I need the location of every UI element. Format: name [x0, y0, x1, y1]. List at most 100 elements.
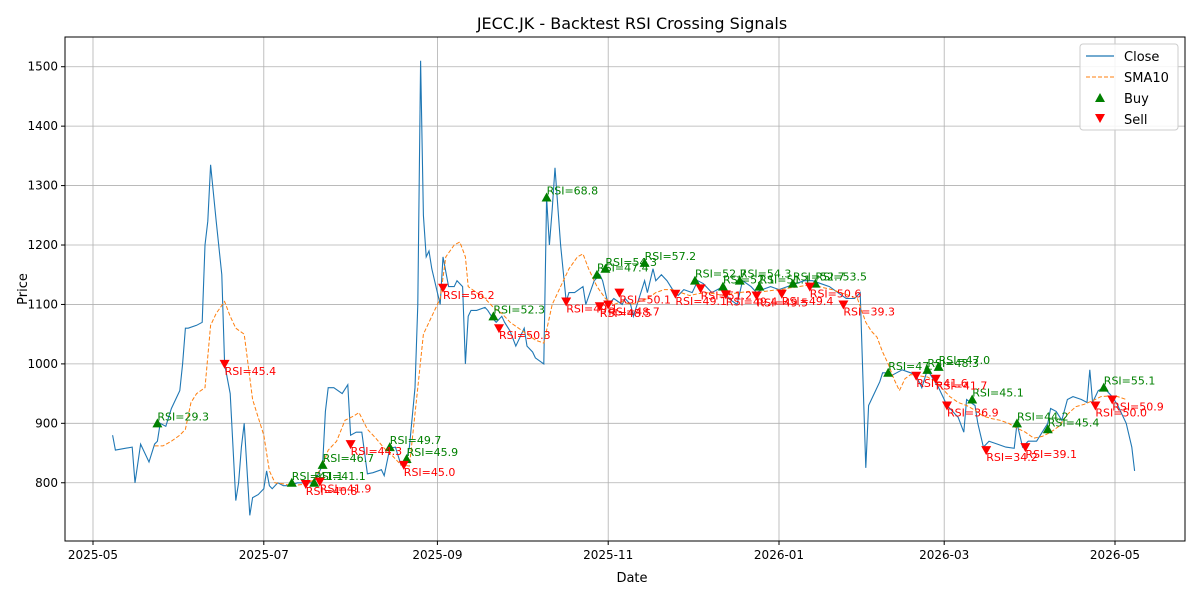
x-axis-label: Date	[616, 571, 647, 586]
sell-rsi-label: RSI=49.4	[782, 295, 834, 308]
sell-marker	[804, 282, 815, 292]
sell-marker	[314, 477, 325, 487]
x-tick-label: 2025-05	[68, 548, 118, 562]
buy-rsi-label: RSI=46.7	[323, 452, 375, 465]
buy-marker	[401, 453, 412, 463]
legend: Close SMA10 Buy Sell	[1079, 43, 1179, 131]
buy-rsi-label: RSI=29.3	[157, 410, 209, 423]
buy-rsi-label: RSI=53.5	[815, 271, 867, 284]
sell-marker	[561, 297, 572, 307]
x-tick-label: 2025-09	[412, 548, 462, 562]
sell-rsi-label: RSI=50.9	[1112, 401, 1164, 414]
y-tick-label: 1100	[27, 297, 58, 311]
sell-rsi-label: RSI=41.7	[936, 380, 988, 393]
sell-rsi-label: RSI=39.1	[1025, 448, 1077, 461]
buy-rsi-label: RSI=45.4	[1048, 416, 1100, 429]
sell-marker	[438, 283, 448, 293]
y-tick-label: 1200	[27, 238, 58, 252]
buy-marker	[152, 418, 163, 428]
sell-marker	[838, 300, 849, 310]
sell-rsi-label: RSI=49.1	[675, 295, 727, 308]
sell-rsi-label: RSI=45.0	[404, 466, 456, 479]
buy-rsi-label: RSI=55.1	[1104, 375, 1156, 388]
buy-marker	[1098, 382, 1109, 392]
buy-marker	[1042, 424, 1053, 434]
buy-rsi-label: RSI=54.3	[740, 268, 792, 281]
buy-rsi-label: RSI=41.1	[292, 470, 344, 483]
y-tick-label: 1400	[27, 119, 58, 133]
sell-rsi-label: RSI=48.7	[608, 305, 660, 318]
sell-rsi-label: RSI=39.3	[843, 305, 895, 318]
plot-frame	[64, 36, 1186, 542]
buy-marker	[967, 394, 978, 404]
y-tick-label: 1000	[27, 357, 58, 371]
buy-rsi-label: RSI=52.7	[695, 268, 747, 281]
legend-sma10-label: SMA10	[1124, 71, 1169, 86]
sell-rsi-label: RSI=49.5	[757, 297, 809, 310]
sell-rsi-label: RSI=41.9	[320, 483, 372, 496]
buy-rsi-label: RSI=52.3	[493, 303, 545, 316]
buy-rsi-label: RSI=52.7	[793, 271, 845, 284]
buy-marker	[317, 459, 328, 469]
sell-marker	[930, 374, 941, 384]
sell-rsi-label: RSI=44.3	[351, 445, 403, 458]
sell-marker	[1020, 443, 1031, 453]
sell-marker	[603, 300, 614, 310]
buy-marker	[933, 361, 944, 371]
sell-rsi-label: RSI=40.8	[306, 485, 358, 498]
buy-marker	[754, 281, 765, 291]
buy-marker	[286, 477, 297, 487]
sell-marker	[720, 290, 731, 300]
buy-rsi-label: RSI=44.2	[1017, 410, 1069, 423]
buy-rsi-label: RSI=47.0	[939, 354, 991, 367]
buy-marker	[592, 269, 602, 279]
y-tick-label: 900	[35, 416, 58, 430]
buy-rsi-label: RSI=49.7	[390, 434, 442, 447]
sell-marker	[942, 401, 952, 411]
sell-marker	[219, 359, 230, 369]
legend-sell-marker	[1095, 114, 1105, 123]
buy-marker	[883, 367, 894, 377]
legend-buy-marker	[1095, 93, 1105, 102]
sell-marker	[695, 284, 706, 294]
x-tick-label: 2025-11	[583, 548, 633, 562]
buy-marker	[690, 275, 700, 285]
sell-marker	[345, 440, 356, 450]
buy-marker	[600, 263, 611, 273]
sell-rsi-label: RSI=45.4	[225, 365, 277, 378]
legend-buy-label: Buy	[1124, 92, 1149, 107]
legend-sell-label: Sell	[1124, 113, 1147, 128]
sell-marker	[494, 324, 504, 334]
series-lines	[112, 60, 1136, 516]
series-line-close	[112, 60, 1136, 516]
sell-marker	[1107, 395, 1118, 405]
buy-marker	[309, 477, 320, 487]
buy-rsi-label: RSI=41.1	[314, 470, 366, 483]
y-axis-label: Price	[16, 273, 31, 305]
buy-rsi-label: RSI=47.4	[597, 262, 649, 275]
sell-marker	[670, 289, 681, 299]
buy-rsi-label: RSI=57.2	[645, 250, 697, 263]
series-line-sma10	[154, 241, 1127, 486]
x-tick-label: 2025-07	[239, 548, 289, 562]
sell-marker	[614, 288, 625, 298]
sell-rsi-label: RSI=34.2	[986, 451, 1038, 464]
x-tick-label: 2026-05	[1090, 548, 1140, 562]
sell-rsi-label: RSI=49.4	[726, 295, 778, 308]
buy-marker	[384, 442, 395, 452]
axes: 2025-05 2025-07 2025-09 2025-11 2026-01 2026-…	[27, 60, 1140, 562]
sell-marker	[398, 460, 409, 470]
sell-marker	[911, 371, 922, 381]
buy-marker	[718, 281, 728, 291]
buy-marker	[488, 311, 499, 321]
y-tick-label: 1500	[27, 60, 58, 74]
sell-rsi-label: RSI=50.0	[1095, 406, 1147, 419]
sell-rsi-label: RSI=48.5	[600, 307, 652, 320]
x-tick-label: 2026-01	[754, 548, 804, 562]
y-tick-label: 1300	[27, 179, 58, 193]
buy-marker	[541, 192, 552, 202]
sell-rsi-label: RSI=56.2	[443, 289, 495, 302]
sell-marker	[981, 446, 992, 456]
sell-marker	[751, 291, 762, 301]
buy-marker	[922, 364, 933, 374]
